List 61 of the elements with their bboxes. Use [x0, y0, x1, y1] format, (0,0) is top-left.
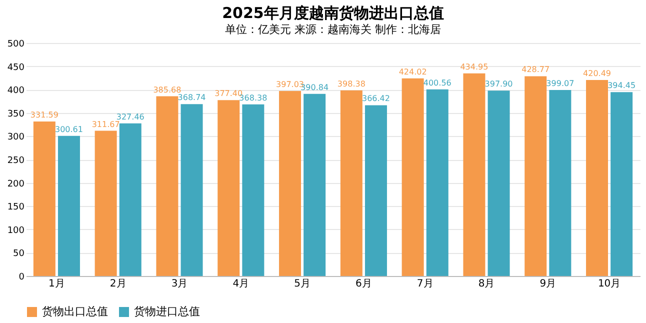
data-label: 331.59 [30, 110, 58, 120]
bar [524, 76, 547, 276]
data-label: 434.95 [460, 62, 488, 72]
x-tick-label: 7月 [416, 278, 434, 290]
data-label: 398.38 [337, 79, 366, 88]
bar [488, 90, 510, 276]
data-label: 428.77 [522, 65, 550, 74]
data-label: 311.67 [92, 120, 120, 129]
bar [549, 90, 572, 276]
x-tick-label: 1月 [48, 278, 65, 290]
y-tick-label: 400 [7, 86, 25, 96]
bar [586, 80, 608, 276]
bar [279, 90, 302, 276]
bar [402, 78, 424, 276]
data-label: 300.61 [54, 124, 83, 134]
chart-title: 2025年月度越南货物进出口总值 [222, 4, 444, 22]
y-tick-label: 50 [13, 249, 25, 260]
y-tick-label: 200 [7, 179, 25, 190]
x-tick-label: 4月 [232, 278, 250, 290]
bar [58, 136, 80, 276]
data-label: 327.46 [116, 112, 144, 122]
data-label: 399.07 [546, 79, 574, 88]
data-label: 368.74 [178, 93, 206, 102]
bar [218, 100, 240, 276]
y-tick-label: 0 [18, 272, 25, 282]
data-label: 385.68 [153, 85, 182, 94]
bar [242, 104, 264, 276]
y-tick-label: 300 [7, 132, 25, 143]
y-tick-label: 450 [7, 62, 25, 73]
chart-subtitle: 单位：亿美元 来源：越南海关 制作：北海居 [225, 23, 441, 36]
x-tick-label: 10月 [598, 278, 621, 290]
bar [426, 89, 448, 276]
x-tick-label: 3月 [171, 278, 188, 290]
x-tick-label: 2月 [110, 278, 126, 290]
bar [340, 90, 362, 276]
x-tick-label: 9月 [540, 278, 556, 290]
data-label: 397.90 [484, 80, 513, 89]
y-tick-label: 150 [7, 202, 25, 213]
data-label: 366.42 [362, 94, 390, 104]
legend-label: 货物进口总值 [134, 305, 200, 318]
x-tick-label: 8月 [478, 278, 495, 290]
y-tick-label: 350 [7, 109, 25, 120]
data-label: 394.45 [608, 81, 636, 90]
x-tick-label: 6月 [356, 278, 372, 290]
bar [364, 105, 387, 276]
data-label: 368.38 [239, 93, 268, 102]
x-tick-label: 5月 [294, 278, 310, 290]
y-tick-label: 100 [7, 226, 25, 236]
bar [463, 73, 486, 276]
legend-label: 货物出口总值 [42, 305, 108, 318]
y-tick-label: 250 [7, 156, 25, 166]
bar [94, 130, 117, 276]
bar [119, 123, 142, 276]
bar [610, 92, 633, 276]
data-label: 420.49 [583, 69, 612, 78]
bar [33, 121, 56, 276]
y-tick-label: 500 [7, 40, 25, 50]
bar [304, 94, 326, 276]
bar [180, 104, 203, 276]
data-label: 424.02 [398, 67, 427, 76]
bar [156, 96, 178, 276]
